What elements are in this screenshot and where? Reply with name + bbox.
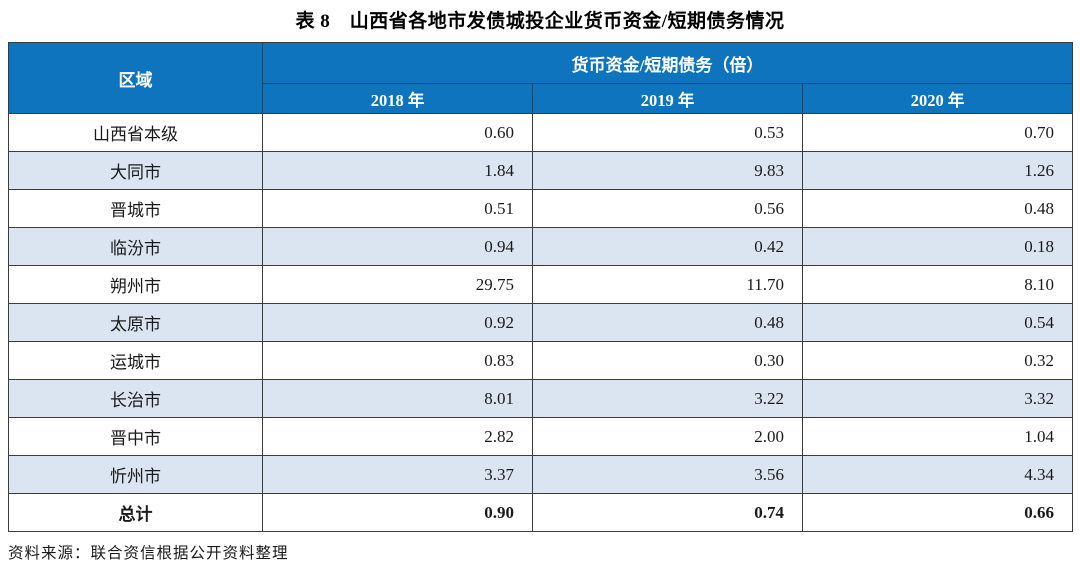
value-2019: 2.00 xyxy=(532,417,803,456)
region-cell: 忻州市 xyxy=(8,455,263,494)
value-2019: 0.74 xyxy=(532,493,803,532)
value-2019: 3.22 xyxy=(532,379,803,418)
value-2018: 2.82 xyxy=(262,417,533,456)
value-2020: 0.32 xyxy=(801,341,1074,380)
money-debt-table: 区域 货币资金/短期债务（倍） 2018 年 2019 年 2020 年 山西省… xyxy=(8,42,1074,532)
value-2020: 0.48 xyxy=(801,189,1074,228)
value-2019: 0.56 xyxy=(532,189,803,228)
value-2018: 0.51 xyxy=(262,189,533,228)
table-row: 晋城市 0.51 0.56 0.48 xyxy=(8,189,1074,228)
table-header: 区域 货币资金/短期债务（倍） 2018 年 2019 年 2020 年 xyxy=(8,42,1074,114)
table-row-total: 总计 0.90 0.74 0.66 xyxy=(8,493,1074,532)
value-2020: 1.04 xyxy=(801,417,1074,456)
value-2018: 0.60 xyxy=(262,113,533,152)
region-cell: 临汾市 xyxy=(8,227,263,266)
value-2020: 4.34 xyxy=(801,455,1074,494)
region-cell: 晋城市 xyxy=(8,189,263,228)
table-row: 山西省本级 0.60 0.53 0.70 xyxy=(8,113,1074,152)
column-header-region: 区域 xyxy=(8,42,263,114)
value-2020: 0.66 xyxy=(801,493,1074,532)
region-cell: 运城市 xyxy=(8,341,263,380)
table-body: 山西省本级 0.60 0.53 0.70 大同市 1.84 9.83 1.26 … xyxy=(8,113,1074,532)
table-row: 临汾市 0.94 0.42 0.18 xyxy=(8,227,1074,266)
table-row: 晋中市 2.82 2.00 1.04 xyxy=(8,417,1074,456)
value-2019: 0.48 xyxy=(532,303,803,342)
region-cell: 太原市 xyxy=(8,303,263,342)
column-header-2020: 2020 年 xyxy=(801,83,1074,114)
table-row: 大同市 1.84 9.83 1.26 xyxy=(8,151,1074,190)
value-2020: 0.18 xyxy=(801,227,1074,266)
column-group-header: 货币资金/短期债务（倍） xyxy=(261,42,1074,84)
column-header-2018: 2018 年 xyxy=(262,83,533,114)
value-2018: 0.90 xyxy=(262,493,533,532)
table-row: 长治市 8.01 3.22 3.32 xyxy=(8,379,1074,418)
region-cell: 大同市 xyxy=(8,151,263,190)
table-row: 朔州市 29.75 11.70 8.10 xyxy=(8,265,1074,304)
value-2019: 9.83 xyxy=(532,151,803,190)
value-2019: 3.56 xyxy=(532,455,803,494)
region-cell: 晋中市 xyxy=(8,417,263,456)
value-2019: 11.70 xyxy=(532,265,803,304)
table-row: 运城市 0.83 0.30 0.32 xyxy=(8,341,1074,380)
value-2020: 3.32 xyxy=(801,379,1074,418)
value-2018: 1.84 xyxy=(262,151,533,190)
value-2019: 0.42 xyxy=(532,227,803,266)
value-2019: 0.30 xyxy=(532,341,803,380)
value-2018: 0.94 xyxy=(262,227,533,266)
value-2018: 8.01 xyxy=(262,379,533,418)
value-2019: 0.53 xyxy=(532,113,803,152)
table-row: 忻州市 3.37 3.56 4.34 xyxy=(8,455,1074,494)
value-2020: 0.70 xyxy=(801,113,1074,152)
value-2020: 8.10 xyxy=(801,265,1074,304)
region-cell: 朔州市 xyxy=(8,265,263,304)
region-cell: 总计 xyxy=(8,493,263,532)
region-cell: 山西省本级 xyxy=(8,113,263,152)
value-2020: 0.54 xyxy=(801,303,1074,342)
value-2020: 1.26 xyxy=(801,151,1074,190)
value-2018: 0.92 xyxy=(262,303,533,342)
table-title: 表 8 山西省各地市发债城投企业货币资金/短期债务情况 xyxy=(295,11,785,32)
source-note: 资料来源：联合资信根据公开资料整理 xyxy=(8,545,289,562)
value-2018: 3.37 xyxy=(262,455,533,494)
table-row: 太原市 0.92 0.48 0.54 xyxy=(8,303,1074,342)
value-2018: 29.75 xyxy=(262,265,533,304)
value-2018: 0.83 xyxy=(262,341,533,380)
column-header-2019: 2019 年 xyxy=(532,83,803,114)
region-cell: 长治市 xyxy=(8,379,263,418)
